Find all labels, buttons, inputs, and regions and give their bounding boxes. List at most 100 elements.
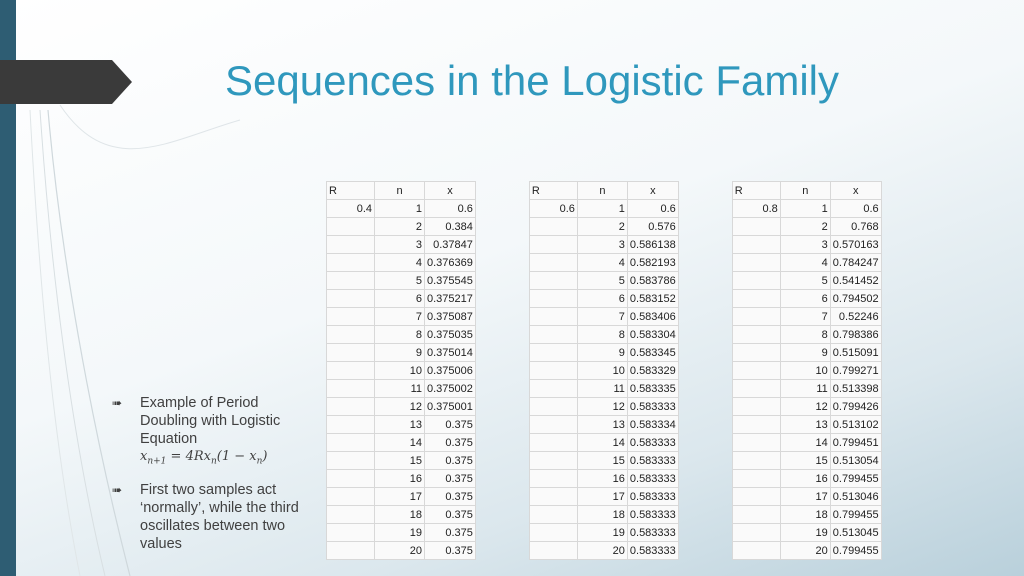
x-cell: 0.375014 — [424, 343, 476, 362]
x-cell: 0.583152 — [626, 289, 679, 308]
x-cell: 0.375 — [424, 469, 476, 488]
table-row: 14 0.375 14 0.583333 14 0.799451 — [326, 433, 882, 452]
r-cell — [731, 271, 781, 290]
x-cell: 0.570163 — [829, 235, 882, 254]
x-cell: 0.513398 — [829, 379, 882, 398]
column-spacer — [678, 218, 732, 236]
title-arrow-shape — [0, 60, 132, 104]
column-spacer — [475, 254, 529, 272]
x-cell: 0.375 — [424, 487, 476, 506]
n-cell: 3 — [576, 235, 628, 254]
n-cell: 6 — [779, 289, 831, 308]
r-cell — [326, 397, 375, 416]
column-spacer — [678, 488, 732, 506]
n-cell: 12 — [576, 397, 628, 416]
x-cell: 0.375 — [424, 433, 476, 452]
r-cell — [326, 415, 375, 434]
n-cell: 2 — [779, 217, 831, 236]
slide-title: Sequences in the Logistic Family — [225, 57, 839, 104]
x-cell: 0.768 — [829, 217, 882, 236]
x-cell: 0.513102 — [829, 415, 882, 434]
r-cell: 0.6 — [528, 199, 578, 218]
column-header: x — [626, 181, 679, 200]
column-header: R — [528, 181, 578, 200]
column-header: n — [374, 181, 425, 200]
x-cell: 0.37847 — [424, 235, 476, 254]
r-cell — [528, 379, 578, 398]
n-cell: 17 — [576, 487, 628, 506]
r-cell — [731, 289, 781, 308]
n-cell: 2 — [576, 217, 628, 236]
x-cell: 0.799455 — [829, 541, 882, 560]
n-cell: 13 — [576, 415, 628, 434]
r-cell — [528, 289, 578, 308]
n-cell: 9 — [779, 343, 831, 362]
n-cell: 13 — [374, 415, 425, 434]
r-cell — [528, 361, 578, 380]
table-row: 9 0.375014 9 0.583345 9 0.515091 — [326, 343, 882, 362]
r-cell — [731, 235, 781, 254]
column-spacer — [475, 326, 529, 344]
column-spacer — [678, 398, 732, 416]
r-cell — [326, 253, 375, 272]
bullet-item: ➠ First two samples act ‘normally’, whil… — [112, 481, 302, 553]
r-cell — [326, 235, 375, 254]
x-cell: 0.375 — [424, 505, 476, 524]
column-spacer — [678, 524, 732, 542]
column-spacer — [475, 182, 529, 200]
column-spacer — [475, 290, 529, 308]
r-cell — [326, 523, 375, 542]
n-cell: 11 — [779, 379, 831, 398]
column-spacer — [678, 290, 732, 308]
x-cell: 0.376369 — [424, 253, 476, 272]
r-cell — [731, 361, 781, 380]
r-cell — [326, 271, 375, 290]
x-cell: 0.583333 — [626, 505, 679, 524]
r-cell — [528, 469, 578, 488]
r-cell — [326, 289, 375, 308]
column-spacer — [678, 434, 732, 452]
r-cell — [326, 505, 375, 524]
n-cell: 10 — [779, 361, 831, 380]
r-cell — [731, 343, 781, 362]
x-cell: 0.6 — [626, 199, 679, 218]
column-header: n — [779, 181, 831, 200]
n-cell: 3 — [779, 235, 831, 254]
n-cell: 15 — [576, 451, 628, 470]
r-cell — [528, 343, 578, 362]
table-row: 7 0.375087 7 0.583406 7 0.52246 — [326, 307, 882, 326]
table-row: 20 0.375 20 0.583333 20 0.799455 — [326, 541, 882, 560]
n-cell: 9 — [576, 343, 628, 362]
column-spacer — [678, 200, 732, 218]
r-cell — [731, 487, 781, 506]
n-cell: 1 — [779, 199, 831, 218]
column-spacer — [678, 272, 732, 290]
table-row: 4 0.376369 4 0.582193 4 0.784247 — [326, 253, 882, 272]
column-spacer — [475, 236, 529, 254]
n-cell: 15 — [779, 451, 831, 470]
r-cell — [731, 469, 781, 488]
r-cell — [731, 433, 781, 452]
column-spacer — [475, 506, 529, 524]
column-spacer — [475, 380, 529, 398]
n-cell: 1 — [576, 199, 628, 218]
x-cell: 0.6 — [829, 199, 882, 218]
column-spacer — [475, 308, 529, 326]
n-cell: 14 — [576, 433, 628, 452]
bullet-text: First two samples act ‘normally’, while … — [140, 481, 299, 552]
table-row: 13 0.375 13 0.583334 13 0.513102 — [326, 415, 882, 434]
column-spacer — [475, 416, 529, 434]
r-cell — [528, 235, 578, 254]
n-cell: 11 — [374, 379, 425, 398]
r-cell — [326, 487, 375, 506]
r-cell — [731, 325, 781, 344]
n-cell: 20 — [779, 541, 831, 560]
r-cell — [731, 217, 781, 236]
table-row: 5 0.375545 5 0.583786 5 0.541452 — [326, 271, 882, 290]
r-cell — [326, 379, 375, 398]
x-cell: 0.375 — [424, 523, 476, 542]
x-cell: 0.798386 — [829, 325, 882, 344]
x-cell: 0.384 — [424, 217, 476, 236]
x-cell: 0.52246 — [829, 307, 882, 326]
